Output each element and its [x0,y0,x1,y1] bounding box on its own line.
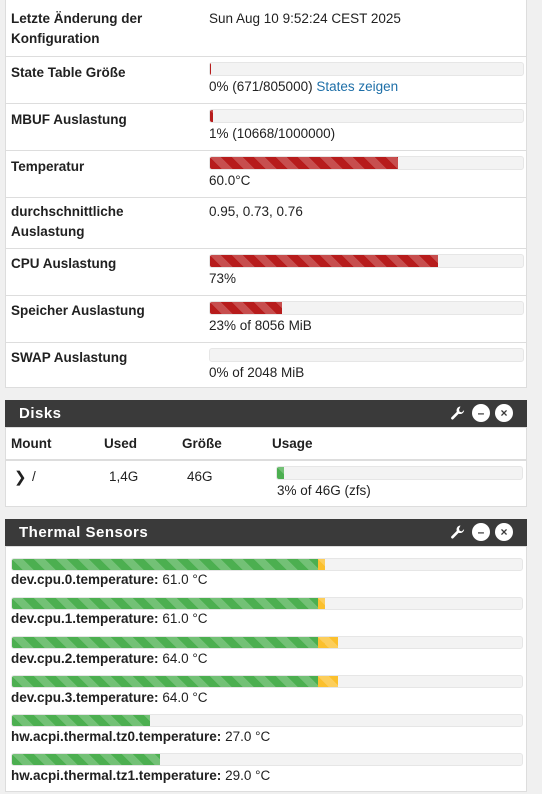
system-information-panel: Letzte Änderung der Konfiguration Sun Au… [5,0,527,388]
row-cpu: CPU Auslastung 73% [6,248,526,295]
bar-fill-green [12,676,318,687]
sensor-label: dev.cpu.1.temperature: 61.0 °C [11,611,208,626]
panel-title: Thermal Sensors [19,524,149,541]
sensor-name: hw.acpi.thermal.tz1.temperature: [11,768,222,783]
row-state-table: State Table Größe 0% (671/805000) States… [6,56,526,103]
disk-usage: 3% of 46G (zfs) [277,483,371,498]
row-label: durchschnittliche Auslastung [11,204,124,239]
sensor-bar [11,675,523,688]
close-circle-icon[interactable]: × [495,523,513,541]
row-value: 23% of 8056 MiB [209,318,312,333]
sensor-value: 61.0 °C [162,572,208,587]
sensor-name: dev.cpu.3.temperature: [11,690,159,705]
panel-title: Disks [19,405,62,422]
disk-used: 1,4G [109,469,139,484]
row-value: 0% of 2048 MiB [209,365,305,380]
bar-fill-yellow [318,559,326,570]
bar-fill [277,467,285,479]
sensor-bar [11,753,523,766]
minus-circle-icon[interactable]: – [472,523,490,541]
row-label: Temperatur [11,159,85,174]
sensor-name: dev.cpu.0.temperature: [11,572,159,587]
row-swap: SWAP Auslastung 0% of 2048 MiB [6,342,526,388]
bar-fill-yellow [318,637,339,648]
disk-size: 46G [187,469,213,484]
row-value: 73% [209,271,237,286]
sensor-value: 29.0 °C [225,768,271,783]
col-size: Größe [182,436,222,451]
show-states-link[interactable]: States zeigen [316,79,399,94]
sensor-name: hw.acpi.thermal.tz0.temperature: [11,729,222,744]
bar-fill-green [12,637,318,648]
swap-bar [209,348,524,362]
bar-fill-yellow [318,598,326,609]
wrench-icon[interactable] [449,523,467,541]
sensor-value: 64.0 °C [162,690,208,705]
thermal-sensors-panel: dev.cpu.0.temperature: 61.0 °C dev.cpu.1… [5,546,527,792]
wrench-icon[interactable] [449,404,467,422]
row-value: Sun Aug 10 9:52:24 CEST 2025 [209,11,401,26]
row-value: 0.95, 0.73, 0.76 [209,204,303,219]
sensor-label: dev.cpu.0.temperature: 61.0 °C [11,572,208,587]
row-label: MBUF Auslastung [11,112,127,127]
disks-panel-header: Disks – × [5,400,527,427]
col-usage: Usage [272,436,313,451]
sensor-label: hw.acpi.thermal.tz1.temperature: 29.0 °C [11,768,270,783]
sensor-name: dev.cpu.2.temperature: [11,651,159,666]
row-label: CPU Auslastung [11,256,117,271]
sensor-bar [11,597,523,610]
row-value-wrap: 0% (671/805000) States zeigen [209,77,522,97]
temperature-bar [209,156,524,170]
disk-usage-bar [276,466,523,480]
row-value: 60.0°C [209,173,251,188]
table-row[interactable]: ❯ / 1,4G 46G 3% of 46G (zfs) [6,461,526,507]
chevron-right-icon[interactable]: ❯ [14,469,27,486]
row-value: 0% (671/805000) [209,79,313,94]
col-used: Used [104,436,138,451]
bar-fill-green [12,754,160,765]
row-load-average: durchschnittliche Auslastung 0.95, 0.73,… [6,197,526,248]
minus-circle-icon[interactable]: – [472,404,490,422]
disks-panel: Mount Used Größe Usage ❯ / 1,4G 46G 3% o… [5,427,527,507]
bar-fill [210,302,282,314]
state-table-bar [209,62,524,76]
row-last-config-change: Letzte Änderung der Konfiguration Sun Au… [6,0,526,56]
bar-fill-green [12,715,150,726]
sensor-label: hw.acpi.thermal.tz0.temperature: 27.0 °C [11,729,270,744]
row-label: SWAP Auslastung [11,350,128,365]
sensor-label: dev.cpu.2.temperature: 64.0 °C [11,651,208,666]
bar-fill [210,110,214,122]
sensor-bar [11,714,523,727]
bar-fill-yellow [318,676,339,687]
table-header-divider [6,459,526,461]
sensor-bar [11,558,523,571]
row-label: Letzte Änderung der Konfiguration [11,11,143,46]
row-mbuf: MBUF Auslastung 1% (10668/1000000) [6,103,526,150]
sensor-value: 27.0 °C [225,729,271,744]
sensor-name: dev.cpu.1.temperature: [11,611,159,626]
sensor-bar [11,636,523,649]
bar-fill-green [12,598,318,609]
cpu-bar [209,254,524,268]
row-label: State Table Größe [11,65,126,80]
row-label: Speicher Auslastung [11,303,145,318]
mbuf-bar [209,109,524,123]
col-mount: Mount [11,436,52,451]
memory-bar [209,301,524,315]
row-value: 1% (10668/1000000) [209,126,336,141]
sensor-value: 64.0 °C [162,651,208,666]
row-memory: Speicher Auslastung 23% of 8056 MiB [6,295,526,342]
sensor-label: dev.cpu.3.temperature: 64.0 °C [11,690,208,705]
bar-fill-green [12,559,318,570]
row-temperature: Temperatur 60.0°C [6,150,526,197]
close-circle-icon[interactable]: × [495,404,513,422]
thermal-panel-header: Thermal Sensors – × [5,519,527,546]
disk-mount: / [32,469,36,484]
bar-fill [210,255,439,267]
sensor-value: 61.0 °C [162,611,208,626]
bar-fill [210,157,398,169]
